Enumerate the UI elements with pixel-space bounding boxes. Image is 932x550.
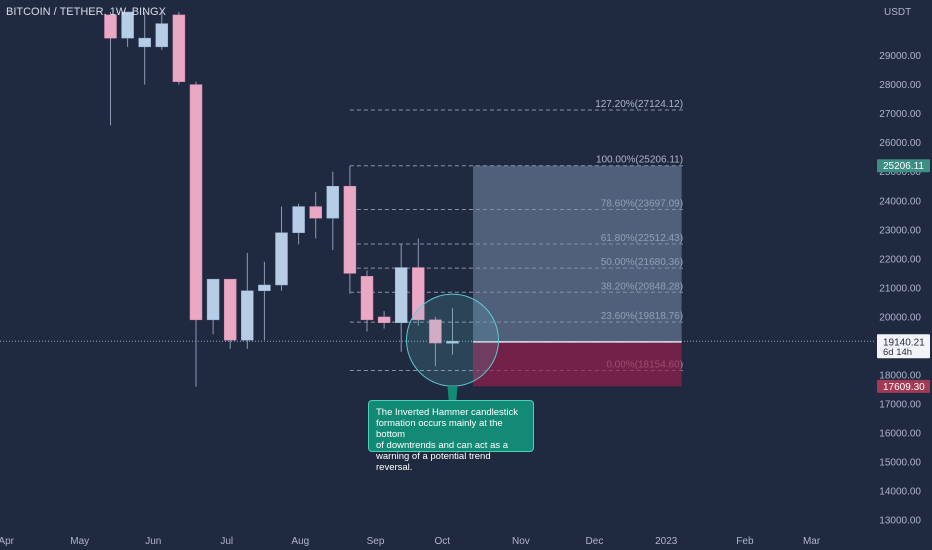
fib-level-label: 127.20%(27124.12)	[595, 99, 683, 110]
candle-body	[343, 185, 357, 274]
candle-body	[429, 319, 442, 344]
candle-body	[258, 284, 271, 292]
candle-body	[223, 278, 237, 341]
fib-level-label: 100.00%(25206.11)	[596, 155, 683, 166]
y-axis-tick-label: 15000.00	[879, 458, 921, 469]
x-axis-tick-label: Jun	[145, 536, 161, 547]
candle-body	[292, 206, 305, 233]
candle-body	[155, 23, 169, 48]
price-label-countdown: 6d 14h	[883, 347, 912, 358]
y-axis-tick-label: 23000.00	[879, 225, 921, 236]
y-axis-tick-label: 20000.00	[879, 312, 921, 323]
annotation-line: of downtrends and can act as a	[376, 440, 509, 451]
stop-zone	[473, 341, 682, 387]
y-axis-tick-label: 25000.00	[879, 167, 921, 178]
candle-body	[275, 232, 288, 286]
y-axis-tick-label: 26000.00	[879, 138, 921, 149]
price-label-text: 19140.21	[883, 337, 925, 348]
x-axis-tick-label: Mar	[803, 536, 821, 547]
x-axis-tick-label: May	[70, 536, 89, 547]
x-axis-tick-label: Feb	[736, 536, 754, 547]
x-axis-tick-label: Dec	[586, 536, 604, 547]
price-label-text: 17609.30	[883, 382, 925, 393]
candle-body	[360, 276, 374, 321]
candle-body	[138, 37, 151, 48]
annotation-line: The Inverted Hammer candlestick	[376, 407, 519, 418]
annotation-callout[interactable]: The Inverted Hammer candlestick formatio…	[368, 400, 534, 473]
y-axis-tick-label: 16000.00	[879, 429, 921, 440]
price-label-badge	[877, 159, 930, 173]
x-axis-tick-label: Aug	[291, 536, 309, 547]
x-axis-tick-label: Jul	[220, 536, 233, 547]
candle-body	[377, 316, 391, 323]
target-zone	[473, 165, 682, 342]
symbol-title: BITCOIN / TETHER, 1W, BINGX	[6, 6, 166, 18]
x-axis-tick-label: Nov	[512, 536, 530, 547]
price-label-badge	[877, 379, 930, 393]
y-axis-tick-label: 24000.00	[879, 196, 921, 207]
candle-body	[326, 185, 340, 219]
highlight-circle	[406, 293, 499, 387]
candle-body	[309, 206, 322, 219]
y-axis-tick-label: 21000.00	[879, 283, 921, 294]
annotation-line: warning of a potential trend reversal.	[376, 451, 491, 473]
candle-body	[394, 267, 408, 323]
price-label-badge	[877, 335, 930, 349]
candle-body	[172, 14, 186, 82]
x-axis-tick-label: Sep	[367, 536, 385, 547]
candle-body	[121, 11, 134, 39]
y-axis-tick-label: 14000.00	[879, 487, 921, 498]
y-axis-tick-label: 28000.00	[879, 80, 921, 91]
y-axis-tick-label: 29000.00	[879, 51, 921, 62]
candle-body	[189, 84, 203, 321]
candle-body	[104, 14, 117, 39]
y-axis-tick-label: 27000.00	[879, 109, 921, 120]
candle-body	[206, 278, 220, 321]
y-axis-tick-label: 17000.00	[879, 400, 921, 411]
candle-body	[241, 290, 254, 341]
price-label-text: 25206.11	[883, 161, 924, 172]
y-axis-tick-label: 22000.00	[879, 254, 921, 265]
annotation-line: formation occurs mainly at the bottom	[376, 418, 503, 440]
y-axis-tick-label: 13000.00	[879, 516, 921, 527]
y-axis-tick-label: 18000.00	[879, 371, 921, 382]
y-axis-unit: USDT	[884, 7, 911, 18]
x-axis-tick-label: 2023	[655, 536, 678, 547]
candle-body	[446, 340, 459, 344]
x-axis-tick-label: Apr	[0, 536, 15, 547]
x-axis-tick-label: Oct	[434, 536, 450, 547]
